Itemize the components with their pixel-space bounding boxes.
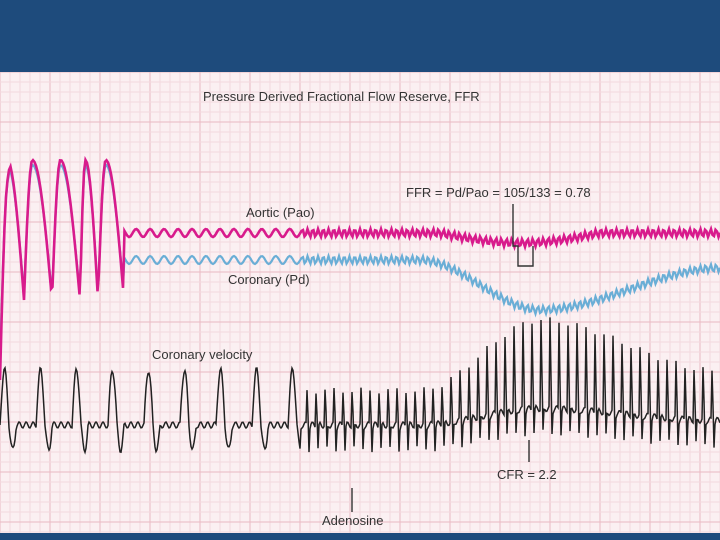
velocity-series-label: Coronary velocity	[152, 347, 253, 362]
coronary-velocity-line	[0, 317, 720, 455]
adenosine-annotation: Adenosine	[322, 513, 383, 528]
aortic-series-label: Aortic (Pao)	[246, 205, 315, 220]
tracing-chart: Pressure Derived Fractional Flow Reserve…	[0, 71, 720, 533]
ffr-annotation: FFR = Pd/Pao = 105/133 = 0.78	[406, 185, 591, 200]
ffr-bracket	[512, 204, 534, 267]
chart-labels: Pressure Derived Fractional Flow Reserve…	[152, 89, 591, 528]
coronary-series-label: Coronary (Pd)	[228, 272, 310, 287]
slide-header-bar	[0, 0, 720, 72]
cfr-annotation: CFR = 2.2	[497, 467, 557, 482]
slide-footer-bar	[0, 533, 720, 540]
chart-area: Pressure Derived Fractional Flow Reserve…	[0, 71, 720, 533]
chart-grid	[0, 71, 720, 533]
aortic-pressure-line	[0, 155, 720, 381]
chart-title: Pressure Derived Fractional Flow Reserve…	[203, 89, 480, 104]
chart-traces	[0, 155, 720, 512]
